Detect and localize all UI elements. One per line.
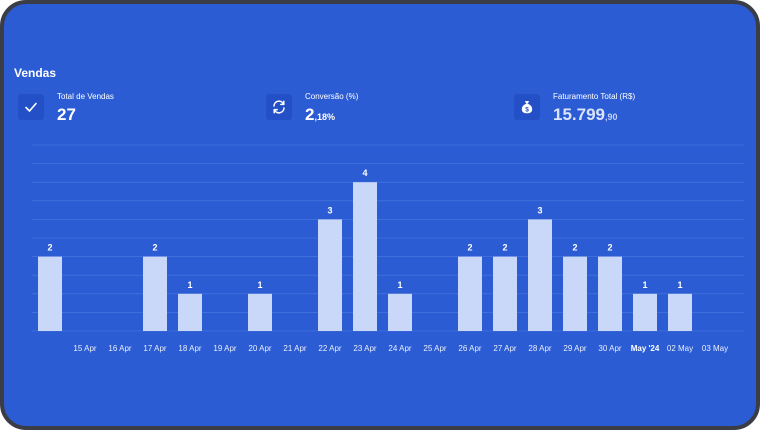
bar-value-label: 2 <box>467 243 472 253</box>
bar-01-may[interactable] <box>633 293 657 331</box>
x-tick-label: 24 Apr <box>388 344 411 353</box>
x-tick-label: 23 Apr <box>353 344 376 353</box>
stat-label: Faturamento Total (R$) <box>553 92 636 101</box>
x-tick-label: 28 Apr <box>528 344 551 353</box>
x-tick-label: 30 Apr <box>598 344 621 353</box>
stat-label: Conversão (%) <box>305 92 359 101</box>
bar-27-apr[interactable] <box>493 256 517 331</box>
section-title: Vendas <box>14 66 57 80</box>
x-tick-label: 19 Apr <box>213 344 236 353</box>
bar-28-apr[interactable] <box>528 219 552 331</box>
x-tick-label: 02 May <box>667 344 693 353</box>
bar-value-label: 2 <box>47 243 52 253</box>
bar-value-label: 3 <box>537 205 542 215</box>
bar-17-apr[interactable] <box>143 256 167 331</box>
bar-value-label: 2 <box>607 243 612 253</box>
bar-value-label: 2 <box>502 243 507 253</box>
x-tick-label: 26 Apr <box>458 344 481 353</box>
bar-value-label: 1 <box>257 280 262 290</box>
bar-value-label: 1 <box>397 280 402 290</box>
x-tick-label: 17 Apr <box>143 344 166 353</box>
x-tick-label: 16 Apr <box>108 344 131 353</box>
bar-26-apr[interactable] <box>458 256 482 331</box>
bar-value-label: 3 <box>327 205 332 215</box>
x-tick-label: 27 Apr <box>493 344 516 353</box>
x-tick-label: 29 Apr <box>563 344 586 353</box>
stat-label: Total de Vendas <box>57 92 114 101</box>
check-icon <box>18 94 44 120</box>
money-bag-icon: $ <box>514 94 540 120</box>
bar-18-apr[interactable] <box>178 293 202 331</box>
bar-02-may[interactable] <box>668 293 692 331</box>
x-tick-label: 21 Apr <box>283 344 306 353</box>
refresh-icon <box>266 94 292 120</box>
bar-30-apr[interactable] <box>598 256 622 331</box>
svg-text:$: $ <box>525 106 529 113</box>
bar-29-apr[interactable] <box>563 256 587 331</box>
x-tick-label: 18 Apr <box>178 344 201 353</box>
stat-value: 2,18% <box>305 105 335 124</box>
x-tick-label: 25 Apr <box>423 344 446 353</box>
bar-value-label: 4 <box>362 168 367 178</box>
x-tick-label: 22 Apr <box>318 344 341 353</box>
bar-22-apr[interactable] <box>318 219 342 331</box>
bar-23-apr[interactable] <box>353 182 377 331</box>
bar-value-label: 2 <box>572 243 577 253</box>
bar-value-label: 1 <box>187 280 192 290</box>
x-tick-label: 03 May <box>702 344 728 353</box>
bar-value-label: 1 <box>677 280 682 290</box>
stat-value: 27 <box>57 105 76 124</box>
bar-24-apr[interactable] <box>388 293 412 331</box>
stat-value: 15.799,90 <box>553 105 618 124</box>
bar-14-apr[interactable] <box>38 256 62 331</box>
x-tick-label: 15 Apr <box>73 344 96 353</box>
bar-value-label: 2 <box>152 243 157 253</box>
daily-sales-chart: 2 2 1 1 3 4 1 2 2 3 2 2 1 1 15 Apr 16 Apr 17 Apr 18 Apr 19… <box>32 144 744 353</box>
bar-20-apr[interactable] <box>248 293 272 331</box>
x-tick-label: 20 Apr <box>248 344 271 353</box>
bar-value-label: 1 <box>642 280 647 290</box>
x-tick-label: May '24 <box>631 344 660 353</box>
